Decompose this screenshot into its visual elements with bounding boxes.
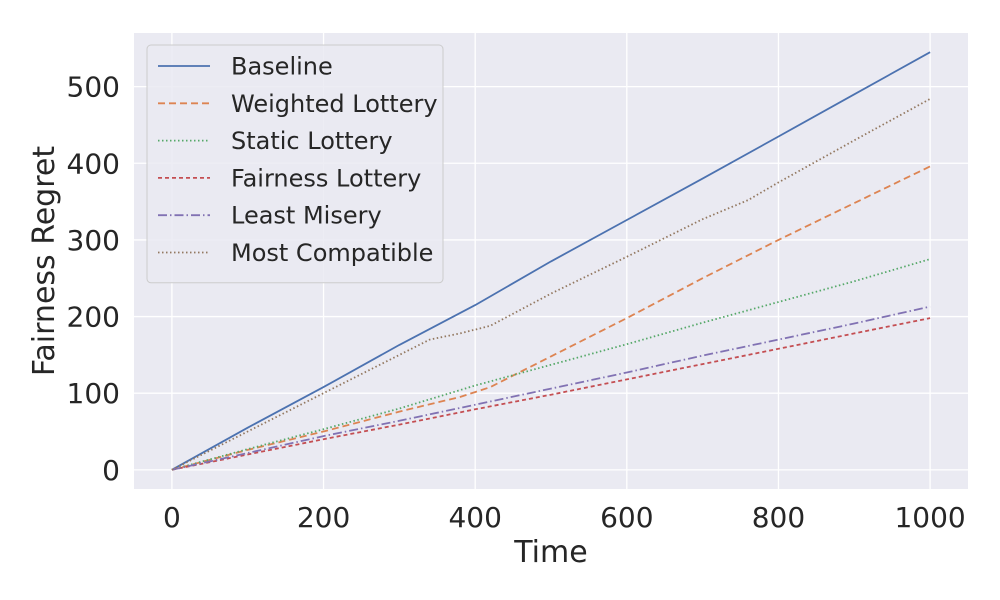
y-tick-label: 400 [67, 147, 120, 180]
y-axis-title: Fairness Regret [27, 146, 62, 376]
legend: Baseline Weighted Lottery Static Lottery Fa… [146, 44, 444, 284]
y-tick-label: 200 [67, 301, 120, 334]
x-tick-labels: 0 200 400 600 800 1000 [163, 501, 966, 534]
legend-label: Least Misery [231, 202, 382, 230]
y-tick-label: 300 [67, 224, 120, 257]
series-line-2 [171, 165, 931, 471]
x-tick-label: 800 [752, 501, 805, 534]
y-tick-label: 0 [102, 454, 120, 487]
legend-label: Most Compatible [231, 239, 433, 267]
series-line-4 [171, 317, 931, 471]
x-axis-title: Time [513, 535, 587, 570]
series-line-3 [171, 258, 931, 471]
legend-label: Static Lottery [231, 127, 393, 155]
legend-label: Fairness Lottery [231, 164, 421, 192]
x-tick-label: 600 [600, 501, 653, 534]
series-line-6 [171, 98, 931, 471]
x-tick-label: 200 [297, 501, 350, 534]
x-tick-label: 400 [448, 501, 501, 534]
y-tick-labels: 0 100 200 300 400 500 [67, 71, 120, 487]
x-tick-label: 0 [163, 501, 181, 534]
series-lines [171, 51, 931, 471]
y-tick-label: 500 [67, 71, 120, 104]
series-line-1 [171, 51, 931, 471]
series-line-5 [171, 305, 931, 471]
y-tick-label: 100 [67, 377, 120, 410]
legend-box [146, 44, 444, 284]
grid-lines [134, 33, 968, 489]
x-tick-label: 1000 [894, 501, 965, 534]
legend-label: Weighted Lottery [231, 90, 438, 118]
legend-label: Baseline [231, 53, 333, 81]
